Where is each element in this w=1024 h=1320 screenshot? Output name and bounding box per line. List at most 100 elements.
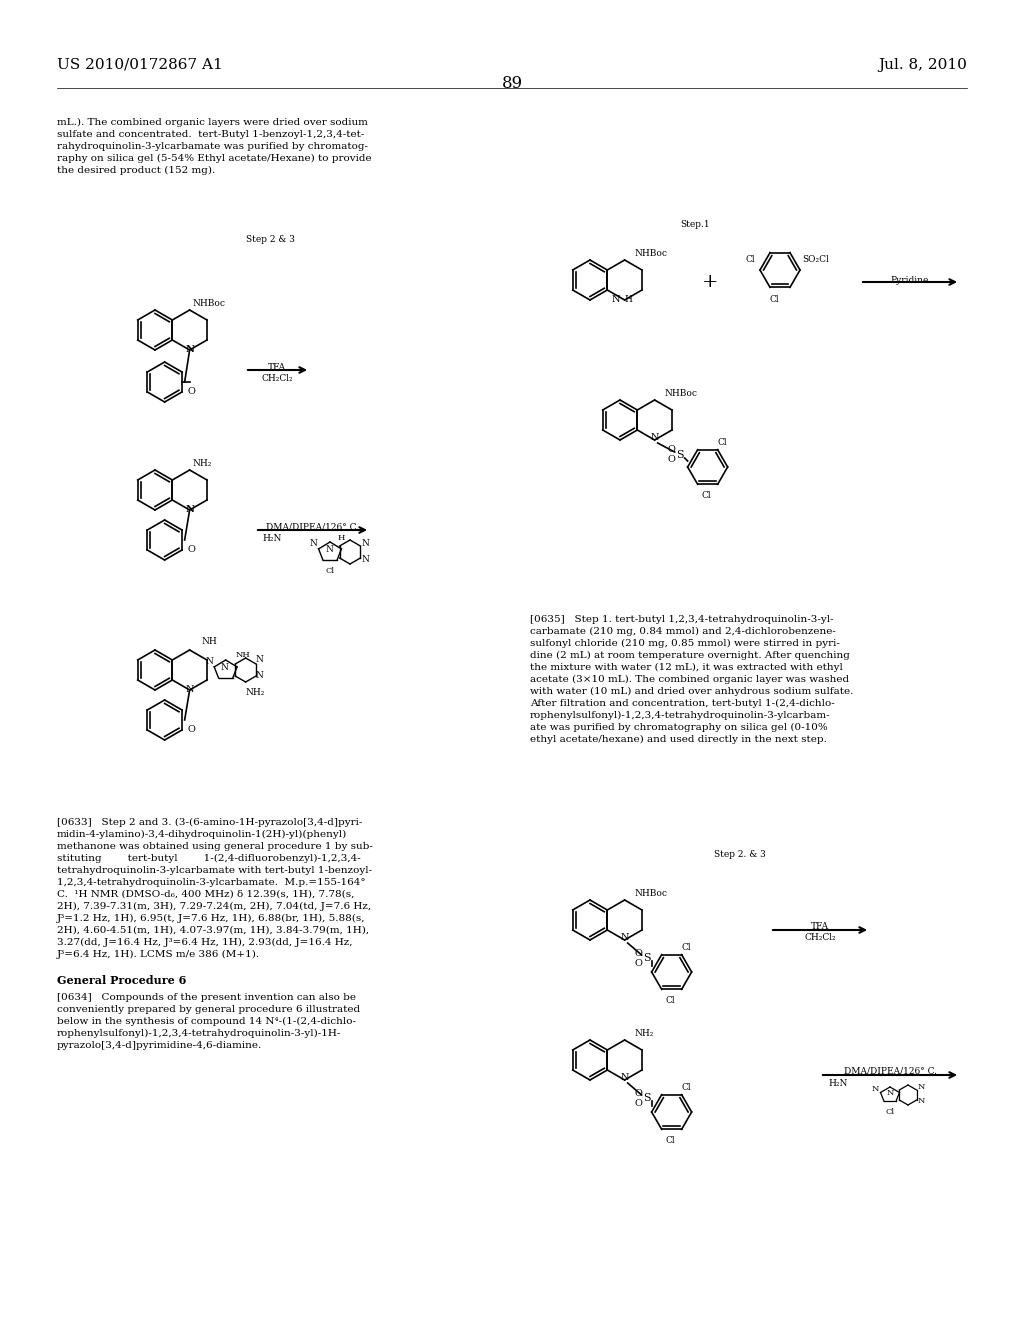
Text: O: O bbox=[635, 1098, 642, 1107]
Text: ate was purified by chromatography on silica gel (0-10%: ate was purified by chromatography on si… bbox=[530, 723, 827, 733]
Text: US 2010/0172867 A1: US 2010/0172867 A1 bbox=[57, 58, 223, 73]
Text: pyrazolo[3,4-d]pyrimidine-4,6-diamine.: pyrazolo[3,4-d]pyrimidine-4,6-diamine. bbox=[57, 1041, 262, 1049]
Text: N: N bbox=[325, 545, 333, 554]
Text: N: N bbox=[887, 1089, 894, 1097]
Text: Cl: Cl bbox=[666, 997, 675, 1005]
Text: DMA/DIPEA/126° C.: DMA/DIPEA/126° C. bbox=[844, 1067, 937, 1076]
Text: N: N bbox=[185, 346, 195, 355]
Text: N: N bbox=[220, 664, 228, 672]
Text: N: N bbox=[256, 656, 263, 664]
Text: N: N bbox=[185, 506, 195, 515]
Text: Pyridine: Pyridine bbox=[891, 276, 929, 285]
Text: rophenylsulfonyl)-1,2,3,4-tetrahydroquinolin-3-ylcarbam-: rophenylsulfonyl)-1,2,3,4-tetrahydroquin… bbox=[530, 711, 830, 721]
Text: +: + bbox=[701, 273, 718, 290]
Text: TFA: TFA bbox=[268, 363, 286, 372]
Text: O: O bbox=[187, 387, 196, 396]
Text: below in the synthesis of compound 14 N⁴-(1-(2,4-dichlo-: below in the synthesis of compound 14 N⁴… bbox=[57, 1016, 356, 1026]
Text: rophenylsulfonyl)-1,2,3,4-tetrahydroquinolin-3-yl)-1H-: rophenylsulfonyl)-1,2,3,4-tetrahydroquin… bbox=[57, 1030, 341, 1038]
Text: Jul. 8, 2010: Jul. 8, 2010 bbox=[879, 58, 967, 73]
Text: NH₂: NH₂ bbox=[635, 1030, 654, 1038]
Text: dine (2 mL) at room temperature overnight. After quenching: dine (2 mL) at room temperature overnigh… bbox=[530, 651, 850, 660]
Text: Cl: Cl bbox=[666, 1137, 675, 1144]
Text: Cl: Cl bbox=[682, 942, 691, 952]
Text: 2H), 7.39-7.31(m, 3H), 7.29-7.24(m, 2H), 7.04(td, J=7.6 Hz,: 2H), 7.39-7.31(m, 3H), 7.29-7.24(m, 2H),… bbox=[57, 902, 371, 911]
Text: SO₂Cl: SO₂Cl bbox=[802, 256, 828, 264]
Text: rahydroquinolin-3-ylcarbamate was purified by chromatog-: rahydroquinolin-3-ylcarbamate was purifi… bbox=[57, 143, 368, 150]
Text: NH₂: NH₂ bbox=[246, 688, 265, 697]
Text: midin-4-ylamino)-3,4-dihydroquinolin-1(2H)-yl)(phenyl): midin-4-ylamino)-3,4-dihydroquinolin-1(2… bbox=[57, 830, 347, 840]
Text: with water (10 mL) and dried over anhydrous sodium sulfate.: with water (10 mL) and dried over anhydr… bbox=[530, 686, 853, 696]
Text: N: N bbox=[206, 657, 214, 667]
Text: stituting        tert-butyl        1-(2,4-difluorobenzyl)-1,2,3,4-: stituting tert-butyl 1-(2,4-difluorobenz… bbox=[57, 854, 360, 863]
Text: N: N bbox=[621, 933, 629, 942]
Text: conveniently prepared by general procedure 6 illustrated: conveniently prepared by general procedu… bbox=[57, 1005, 360, 1014]
Text: O: O bbox=[635, 1089, 642, 1097]
Text: O: O bbox=[187, 725, 196, 734]
Text: sulfonyl chloride (210 mg, 0.85 mmol) were stirred in pyri-: sulfonyl chloride (210 mg, 0.85 mmol) we… bbox=[530, 639, 840, 648]
Text: [0635]   Step 1. tert-butyl 1,2,3,4-tetrahydroquinolin-3-yl-: [0635] Step 1. tert-butyl 1,2,3,4-tetrah… bbox=[530, 615, 834, 624]
Text: NHBoc: NHBoc bbox=[193, 300, 225, 308]
Text: O: O bbox=[635, 958, 642, 968]
Text: tetrahydroquinolin-3-ylcarbamate with tert-butyl 1-benzoyl-: tetrahydroquinolin-3-ylcarbamate with te… bbox=[57, 866, 372, 875]
Text: S: S bbox=[643, 953, 650, 964]
Text: S: S bbox=[676, 450, 683, 459]
Text: TFA: TFA bbox=[811, 921, 829, 931]
Text: [0634]   Compounds of the present invention can also be: [0634] Compounds of the present inventio… bbox=[57, 993, 356, 1002]
Text: H: H bbox=[625, 296, 633, 305]
Text: NH: NH bbox=[236, 651, 251, 659]
Text: J³=1.2 Hz, 1H), 6.95(t, J=7.6 Hz, 1H), 6.88(br, 1H), 5.88(s,: J³=1.2 Hz, 1H), 6.95(t, J=7.6 Hz, 1H), 6… bbox=[57, 913, 366, 923]
Text: 1,2,3,4-tetrahydroquinolin-3-ylcarbamate.  M.p.=155-164°: 1,2,3,4-tetrahydroquinolin-3-ylcarbamate… bbox=[57, 878, 366, 887]
Text: Cl: Cl bbox=[701, 491, 712, 500]
Text: [0633]   Step 2 and 3. (3-(6-amino-1H-pyrazolo[3,4-d]pyri-: [0633] Step 2 and 3. (3-(6-amino-1H-pyra… bbox=[57, 818, 362, 828]
Text: sulfate and concentrated.  tert-Butyl 1-benzoyl-1,2,3,4-tet-: sulfate and concentrated. tert-Butyl 1-b… bbox=[57, 129, 365, 139]
Text: NHBoc: NHBoc bbox=[635, 888, 668, 898]
Text: N: N bbox=[611, 296, 620, 305]
Text: NH₂: NH₂ bbox=[193, 459, 212, 469]
Text: 2H), 4.60-4.51(m, 1H), 4.07-3.97(m, 1H), 3.84-3.79(m, 1H),: 2H), 4.60-4.51(m, 1H), 4.07-3.97(m, 1H),… bbox=[57, 927, 369, 935]
Text: methanone was obtained using general procedure 1 by sub-: methanone was obtained using general pro… bbox=[57, 842, 373, 851]
Text: the desired product (152 mg).: the desired product (152 mg). bbox=[57, 166, 215, 176]
Text: Cl: Cl bbox=[885, 1107, 894, 1115]
Text: raphy on silica gel (5-54% Ethyl acetate/Hexane) to provide: raphy on silica gel (5-54% Ethyl acetate… bbox=[57, 154, 372, 164]
Text: C.  ¹H NMR (DMSO-d₆, 400 MHz) δ 12.39(s, 1H), 7.78(s,: C. ¹H NMR (DMSO-d₆, 400 MHz) δ 12.39(s, … bbox=[57, 890, 354, 899]
Text: O: O bbox=[668, 446, 676, 454]
Text: acetate (3×10 mL). The combined organic layer was washed: acetate (3×10 mL). The combined organic … bbox=[530, 675, 849, 684]
Text: mL.). The combined organic layers were dried over sodium: mL.). The combined organic layers were d… bbox=[57, 117, 368, 127]
Text: Step 2. & 3: Step 2. & 3 bbox=[714, 850, 766, 859]
Text: After filtration and concentration, tert-butyl 1-(2,4-dichlo-: After filtration and concentration, tert… bbox=[530, 700, 835, 708]
Text: N: N bbox=[918, 1082, 926, 1092]
Text: General Procedure 6: General Procedure 6 bbox=[57, 975, 186, 986]
Text: N: N bbox=[621, 1073, 629, 1082]
Text: Cl: Cl bbox=[325, 568, 334, 576]
Text: N: N bbox=[918, 1097, 926, 1105]
Text: ethyl acetate/hexane) and used directly in the next step.: ethyl acetate/hexane) and used directly … bbox=[530, 735, 826, 744]
Text: NH: NH bbox=[202, 638, 217, 645]
Text: H₂N: H₂N bbox=[262, 535, 282, 543]
Text: DMA/DIPEA/126° C.: DMA/DIPEA/126° C. bbox=[265, 521, 358, 531]
Text: CH₂Cl₂: CH₂Cl₂ bbox=[804, 933, 836, 942]
Text: Cl: Cl bbox=[718, 438, 727, 447]
Text: carbamate (210 mg, 0.84 mmol) and 2,4-dichlorobenzene-: carbamate (210 mg, 0.84 mmol) and 2,4-di… bbox=[530, 627, 836, 636]
Text: J³=6.4 Hz, 1H). LCMS m/e 386 (M+1).: J³=6.4 Hz, 1H). LCMS m/e 386 (M+1). bbox=[57, 950, 260, 960]
Text: O: O bbox=[187, 545, 196, 554]
Text: H₂N: H₂N bbox=[828, 1078, 848, 1088]
Text: CH₂Cl₂: CH₂Cl₂ bbox=[261, 374, 293, 383]
Text: O: O bbox=[668, 455, 676, 465]
Text: Step.1: Step.1 bbox=[680, 220, 710, 228]
Text: O: O bbox=[635, 949, 642, 957]
Text: N: N bbox=[256, 671, 263, 680]
Text: NHBoc: NHBoc bbox=[665, 389, 697, 399]
Text: S: S bbox=[643, 1093, 650, 1104]
Text: N: N bbox=[310, 540, 317, 549]
Text: 3.27(dd, J=16.4 Hz, J³=6.4 Hz, 1H), 2.93(dd, J=16.4 Hz,: 3.27(dd, J=16.4 Hz, J³=6.4 Hz, 1H), 2.93… bbox=[57, 939, 352, 948]
Text: NHBoc: NHBoc bbox=[635, 249, 668, 257]
Text: Cl: Cl bbox=[769, 294, 779, 304]
Text: N: N bbox=[650, 433, 658, 442]
Text: Cl: Cl bbox=[745, 256, 755, 264]
Text: the mixture with water (12 mL), it was extracted with ethyl: the mixture with water (12 mL), it was e… bbox=[530, 663, 843, 672]
Text: 89: 89 bbox=[502, 75, 522, 92]
Text: N: N bbox=[362, 540, 370, 549]
Text: N: N bbox=[362, 556, 370, 565]
Text: Step 2 & 3: Step 2 & 3 bbox=[246, 235, 295, 244]
Text: N: N bbox=[872, 1085, 880, 1093]
